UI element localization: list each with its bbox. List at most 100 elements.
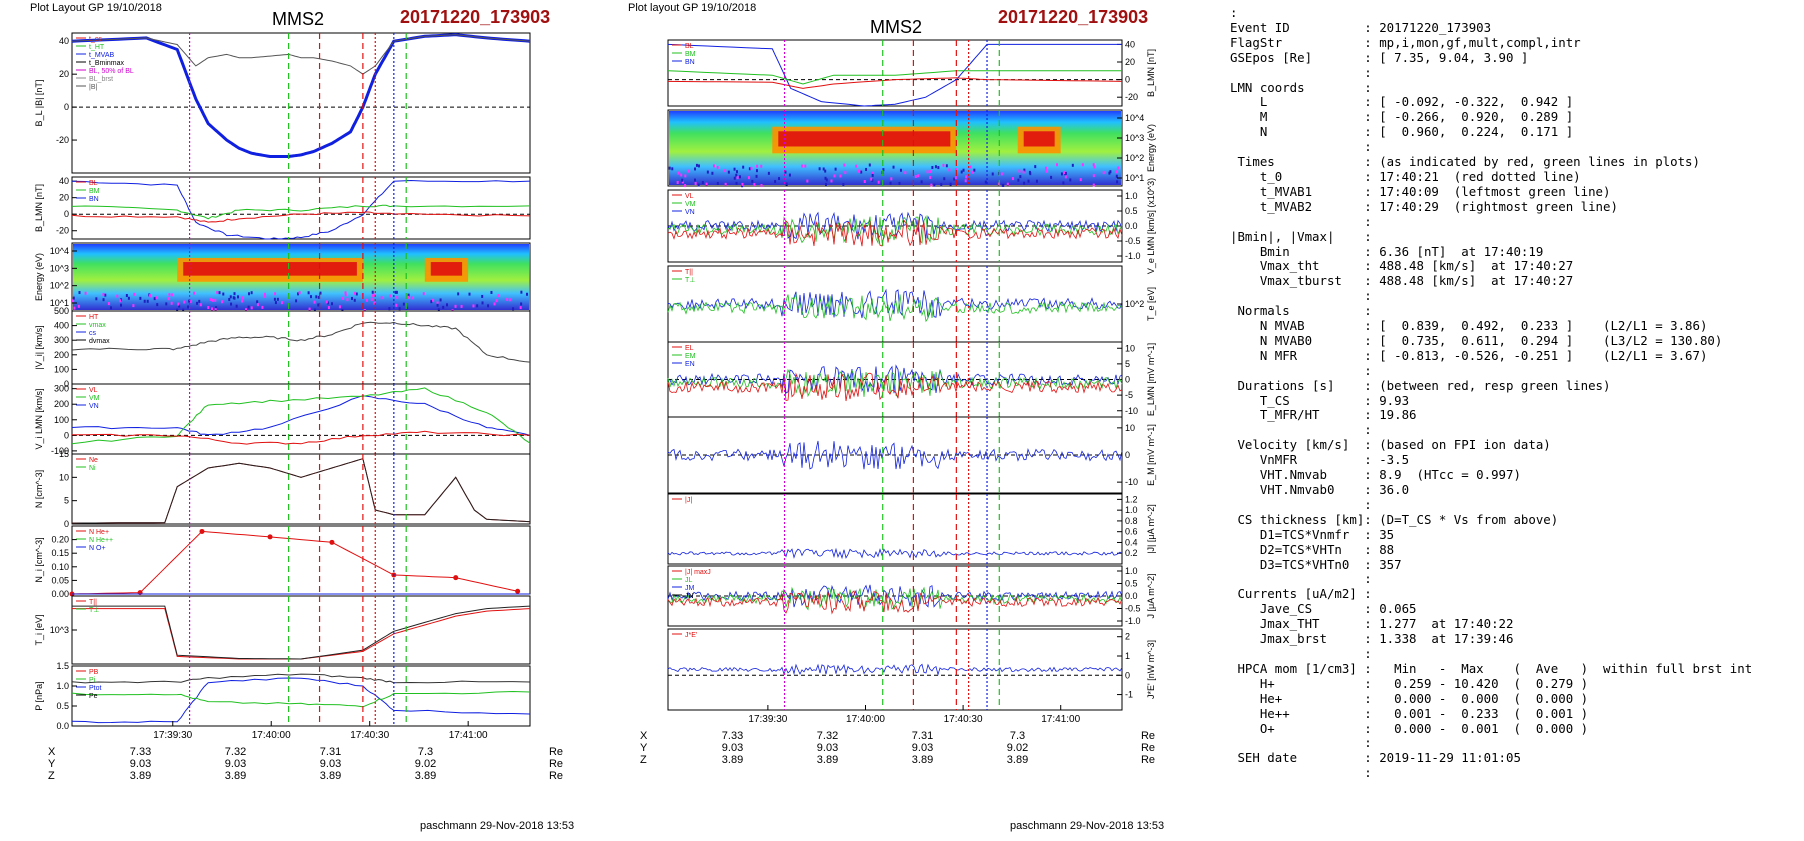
legend-label: BL [89, 180, 98, 187]
spectrogram-speckle [753, 183, 756, 187]
spectrogram-speckle [317, 295, 320, 299]
spectrogram-speckle [338, 305, 341, 309]
mid-position-table: X 7.33 7.32 7.31 7.3 Re Y 9.03 9.03 9.03… [640, 730, 1155, 766]
spectrogram-speckle [264, 294, 267, 298]
spectrogram-speckle [727, 170, 730, 174]
summary-line: Jmax_THT : 1.277 at 17:40:22 [1230, 616, 1514, 632]
y-tick-label: -1.0 [1125, 616, 1141, 626]
spectrogram-speckle [742, 165, 745, 169]
legend-label: T|| [89, 599, 97, 606]
y-tick-label: 0.5 [1125, 579, 1138, 589]
spectrogram-speckle [146, 299, 149, 303]
legend-label: Ni [89, 465, 96, 472]
pos-row-z: Z 3.89 3.89 3.89 3.89 Re [48, 770, 563, 782]
y-tick-label: 10 [1125, 423, 1135, 433]
panel-frame [71, 525, 531, 595]
summary-line: Normals : [1230, 303, 1372, 319]
y-tick-label: 10 [59, 472, 69, 482]
spectrogram-speckle [843, 163, 846, 167]
spectrogram-speckle [1027, 179, 1030, 183]
spectrogram-speckle [1011, 177, 1014, 181]
summary-line: |Bmin|, |Vmax| : [1230, 228, 1372, 244]
y-axis-label: J [μA m^-2] [1146, 574, 1156, 619]
spectrogram-speckle [210, 297, 213, 301]
spectrogram-speckle [681, 178, 684, 182]
spectrogram-speckle [341, 308, 344, 312]
spectrogram-speckle [1071, 163, 1074, 167]
summary-line: t_MVAB1 : 17:40:09 (leftmost green line) [1230, 183, 1611, 199]
legend-label: cs [89, 330, 97, 337]
spectrogram-speckle [788, 173, 791, 177]
pos-value: 9.03 [721, 742, 744, 754]
legend-label: |J| [685, 497, 692, 504]
event-summary-text: : Event ID : 20171220_173903 FlagStr : mp,… [1230, 5, 1753, 781]
summary-line: : [1230, 645, 1372, 661]
spectrogram-speckle [155, 296, 158, 300]
y-tick-label: 0.8 [1125, 516, 1138, 526]
panel-frame [667, 628, 1123, 711]
spectrogram-speckle [167, 297, 170, 301]
spectrogram-speckle [1092, 174, 1095, 178]
spectrogram-speckle [677, 171, 680, 175]
spectrogram-speckle [274, 301, 277, 305]
spectrogram-speckle [84, 291, 87, 295]
y-tick-label: 0.10 [51, 562, 69, 572]
spectrogram-speckle [801, 164, 804, 168]
summary-line: : [1230, 362, 1372, 378]
y-tick-label: 1 [1125, 651, 1130, 661]
y-axis-label: Energy (eV) [1146, 124, 1156, 172]
spectrogram-speckle [407, 293, 410, 297]
y-tick-label: 10^1 [50, 298, 69, 308]
spectrogram-speckle [250, 306, 253, 310]
y-tick-label: 1.0 [1125, 505, 1138, 515]
spectrogram-speckle [971, 170, 974, 174]
spectrogram-speckle [834, 167, 837, 171]
spectrogram-speckle [495, 299, 498, 303]
summary-line: N MVAB : [ 0.839, 0.492, 0.233 ] (L2/L1 … [1230, 318, 1708, 334]
y-tick-label: 10^2 [1125, 299, 1144, 309]
mid-plot-label: Plot layout GP 19/10/2018 [628, 2, 757, 14]
spectrogram-speckle [73, 306, 76, 310]
spectrogram-speckle [748, 176, 751, 180]
series-line-bl [71, 179, 531, 240]
spectrogram-speckle [1019, 175, 1022, 179]
y-tick-label: 15 [59, 449, 69, 459]
y-tick-label: 40 [59, 36, 69, 46]
spectrogram-speckle [331, 302, 334, 306]
pos-value: 7.32 [224, 746, 247, 758]
spectrogram-speckle [926, 170, 929, 174]
spectrogram-speckle [736, 170, 739, 174]
legend-label: EL [685, 345, 694, 352]
series-line-vm [667, 215, 1123, 245]
y-tick-label: -0.5 [1125, 604, 1141, 614]
y-tick-label: 5 [64, 496, 69, 506]
legend-label: VN [89, 403, 99, 410]
mid-footer: paschmann 29-Nov-2018 13:53 [1010, 820, 1165, 832]
pos-unit: Re [1140, 742, 1155, 754]
legend-label: BM [89, 188, 100, 195]
legend-label: VL [685, 193, 694, 200]
spectrogram-speckle [119, 303, 122, 307]
summary-line: t_0 : 17:40:21 (red dotted line) [1230, 168, 1581, 184]
spectrogram-speckle [872, 171, 875, 175]
spectrogram-speckle [133, 292, 136, 296]
y-tick-label: 300 [54, 384, 69, 394]
spectrogram-speckle [706, 170, 709, 174]
summary-line: HPCA mom [1/cm3] : Min - Max ( Ave ) wit… [1230, 660, 1753, 676]
spectrogram-speckle [506, 297, 509, 301]
spectrogram-speckle [681, 180, 684, 184]
summary-line: N MVAB0 : [ 0.735, 0.611, 0.294 ] (L3/L2… [1230, 332, 1723, 348]
pos-value: 7.33 [129, 746, 152, 758]
spectrogram-speckle [317, 303, 320, 307]
y-tick-label: 40 [1125, 39, 1135, 49]
pos-label: X [48, 746, 56, 758]
spectrogram-speckle [1018, 169, 1021, 173]
legend-label: N O+ [89, 545, 106, 552]
pos-value: 3.89 [816, 754, 839, 766]
legend-label: t_Bminmax [89, 60, 125, 67]
spectrogram-speckle [1050, 175, 1053, 179]
spectrogram-speckle [934, 165, 937, 169]
y-tick-label: 0.0 [1125, 591, 1138, 601]
spectrogram-speckle [351, 296, 354, 300]
y-tick-label: 40 [59, 176, 69, 186]
